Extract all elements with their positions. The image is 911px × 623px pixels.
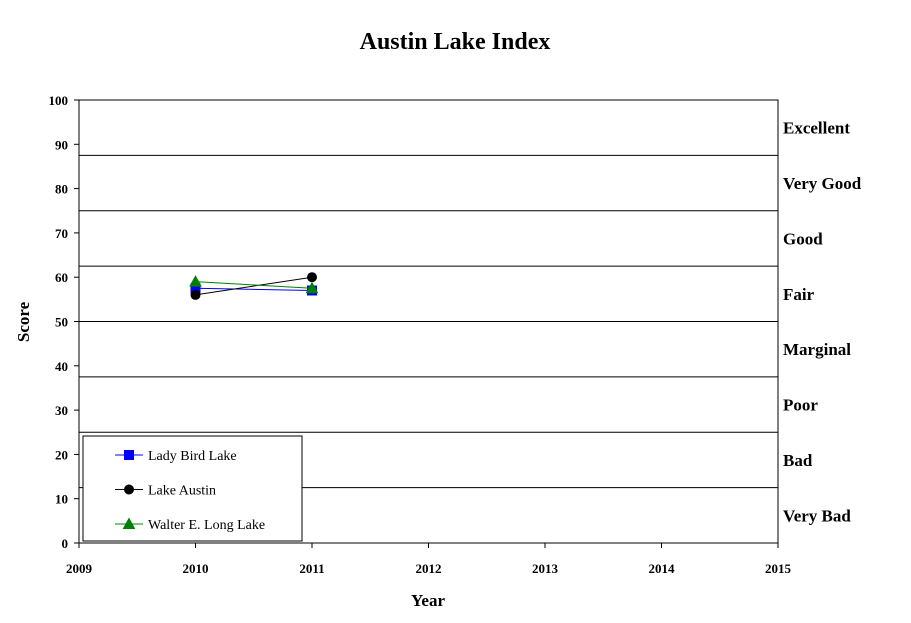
series-line-lady-bird-lake [195, 287, 313, 291]
legend-label: Walter E. Long Lake [148, 518, 265, 533]
x-axis-title: Year [411, 591, 445, 610]
band-label-good: Good [783, 229, 823, 248]
y-tick-label: 40 [55, 359, 68, 374]
y-axis: 0 10 20 30 40 50 60 70 80 90 100 [49, 93, 79, 551]
y-tick-label: 20 [55, 447, 68, 462]
band-label-fair: Fair [783, 285, 815, 304]
band-label-marginal: Marginal [783, 340, 851, 359]
data-point-walter-e-long-lake [305, 281, 319, 294]
data-point-lake-austin [190, 289, 201, 300]
x-tick-label: 2013 [532, 561, 559, 576]
rating-bands: Excellent Very Good Good Fair Marginal Poor Ba… [79, 119, 862, 525]
series-lake-austin [190, 272, 317, 300]
y-tick-label: 90 [55, 137, 68, 152]
y-tick-label: 70 [55, 226, 68, 241]
legend: Lady Bird Lake Lake Austin Walter E. Long … [82, 435, 303, 542]
data-point-lake-austin [307, 272, 317, 283]
series-layer [189, 272, 319, 300]
legend-item-lady-bird-lake: Lady Bird Lake [115, 449, 237, 464]
x-tick-label: 2015 [765, 561, 792, 576]
band-label-excellent: Excellent [783, 119, 850, 138]
y-tick-label: 100 [49, 93, 69, 108]
x-tick-label: 2012 [416, 561, 442, 576]
band-label-poor: Poor [783, 396, 818, 415]
series-walter-e-long-lake [189, 275, 319, 294]
band-label-bad: Bad [783, 451, 813, 470]
y-tick-label: 30 [55, 403, 68, 418]
legend-items: Lady Bird Lake Lake Austin Walter E. Long … [115, 449, 265, 533]
legend-swatch-marker [122, 517, 136, 529]
legend-label: Lady Bird Lake [148, 449, 237, 464]
y-tick-label: 50 [55, 315, 68, 330]
x-tick-label: 2010 [183, 561, 209, 576]
band-label-very-good: Very Good [783, 174, 862, 193]
data-point-walter-e-long-lake [189, 275, 202, 287]
legend-label: Lake Austin [148, 484, 216, 499]
x-tick-label: 2014 [649, 561, 676, 576]
band-label-very-bad: Very Bad [783, 506, 851, 525]
y-tick-label: 0 [62, 536, 69, 551]
series-line-lake-austin [195, 276, 313, 296]
legend-item-walter-e-long-lake: Walter E. Long Lake [115, 517, 265, 533]
x-tick-label: 2011 [299, 561, 324, 576]
legend-item-lake-austin: Lake Austin [115, 484, 216, 499]
y-tick-label: 10 [55, 492, 68, 507]
x-tick-label: 2009 [66, 561, 93, 576]
legend-swatch-marker [124, 484, 134, 495]
y-tick-label: 60 [55, 270, 68, 285]
y-axis-title: Score [14, 301, 33, 342]
series-line-walter-e-long-lake [195, 281, 313, 289]
y-tick-label: 80 [55, 182, 68, 197]
chart-title: Austin Lake Index [360, 29, 551, 55]
x-axis: 2009 2010 2011 2012 2013 2014 2015 [66, 543, 792, 576]
legend-swatch-marker [124, 450, 134, 460]
